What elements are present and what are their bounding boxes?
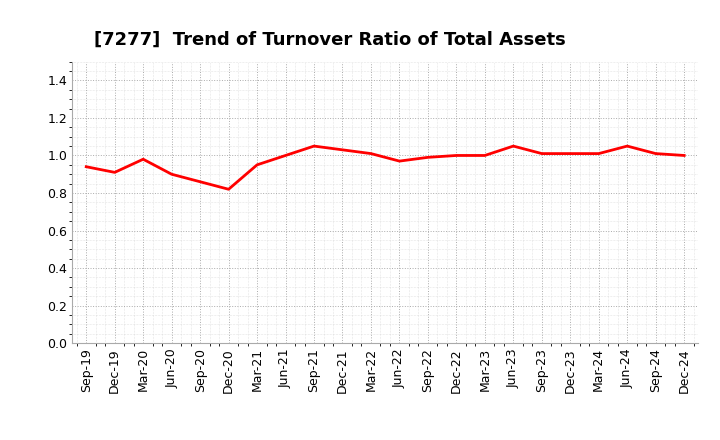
Text: [7277]  Trend of Turnover Ratio of Total Assets: [7277] Trend of Turnover Ratio of Total … [94,31,565,49]
